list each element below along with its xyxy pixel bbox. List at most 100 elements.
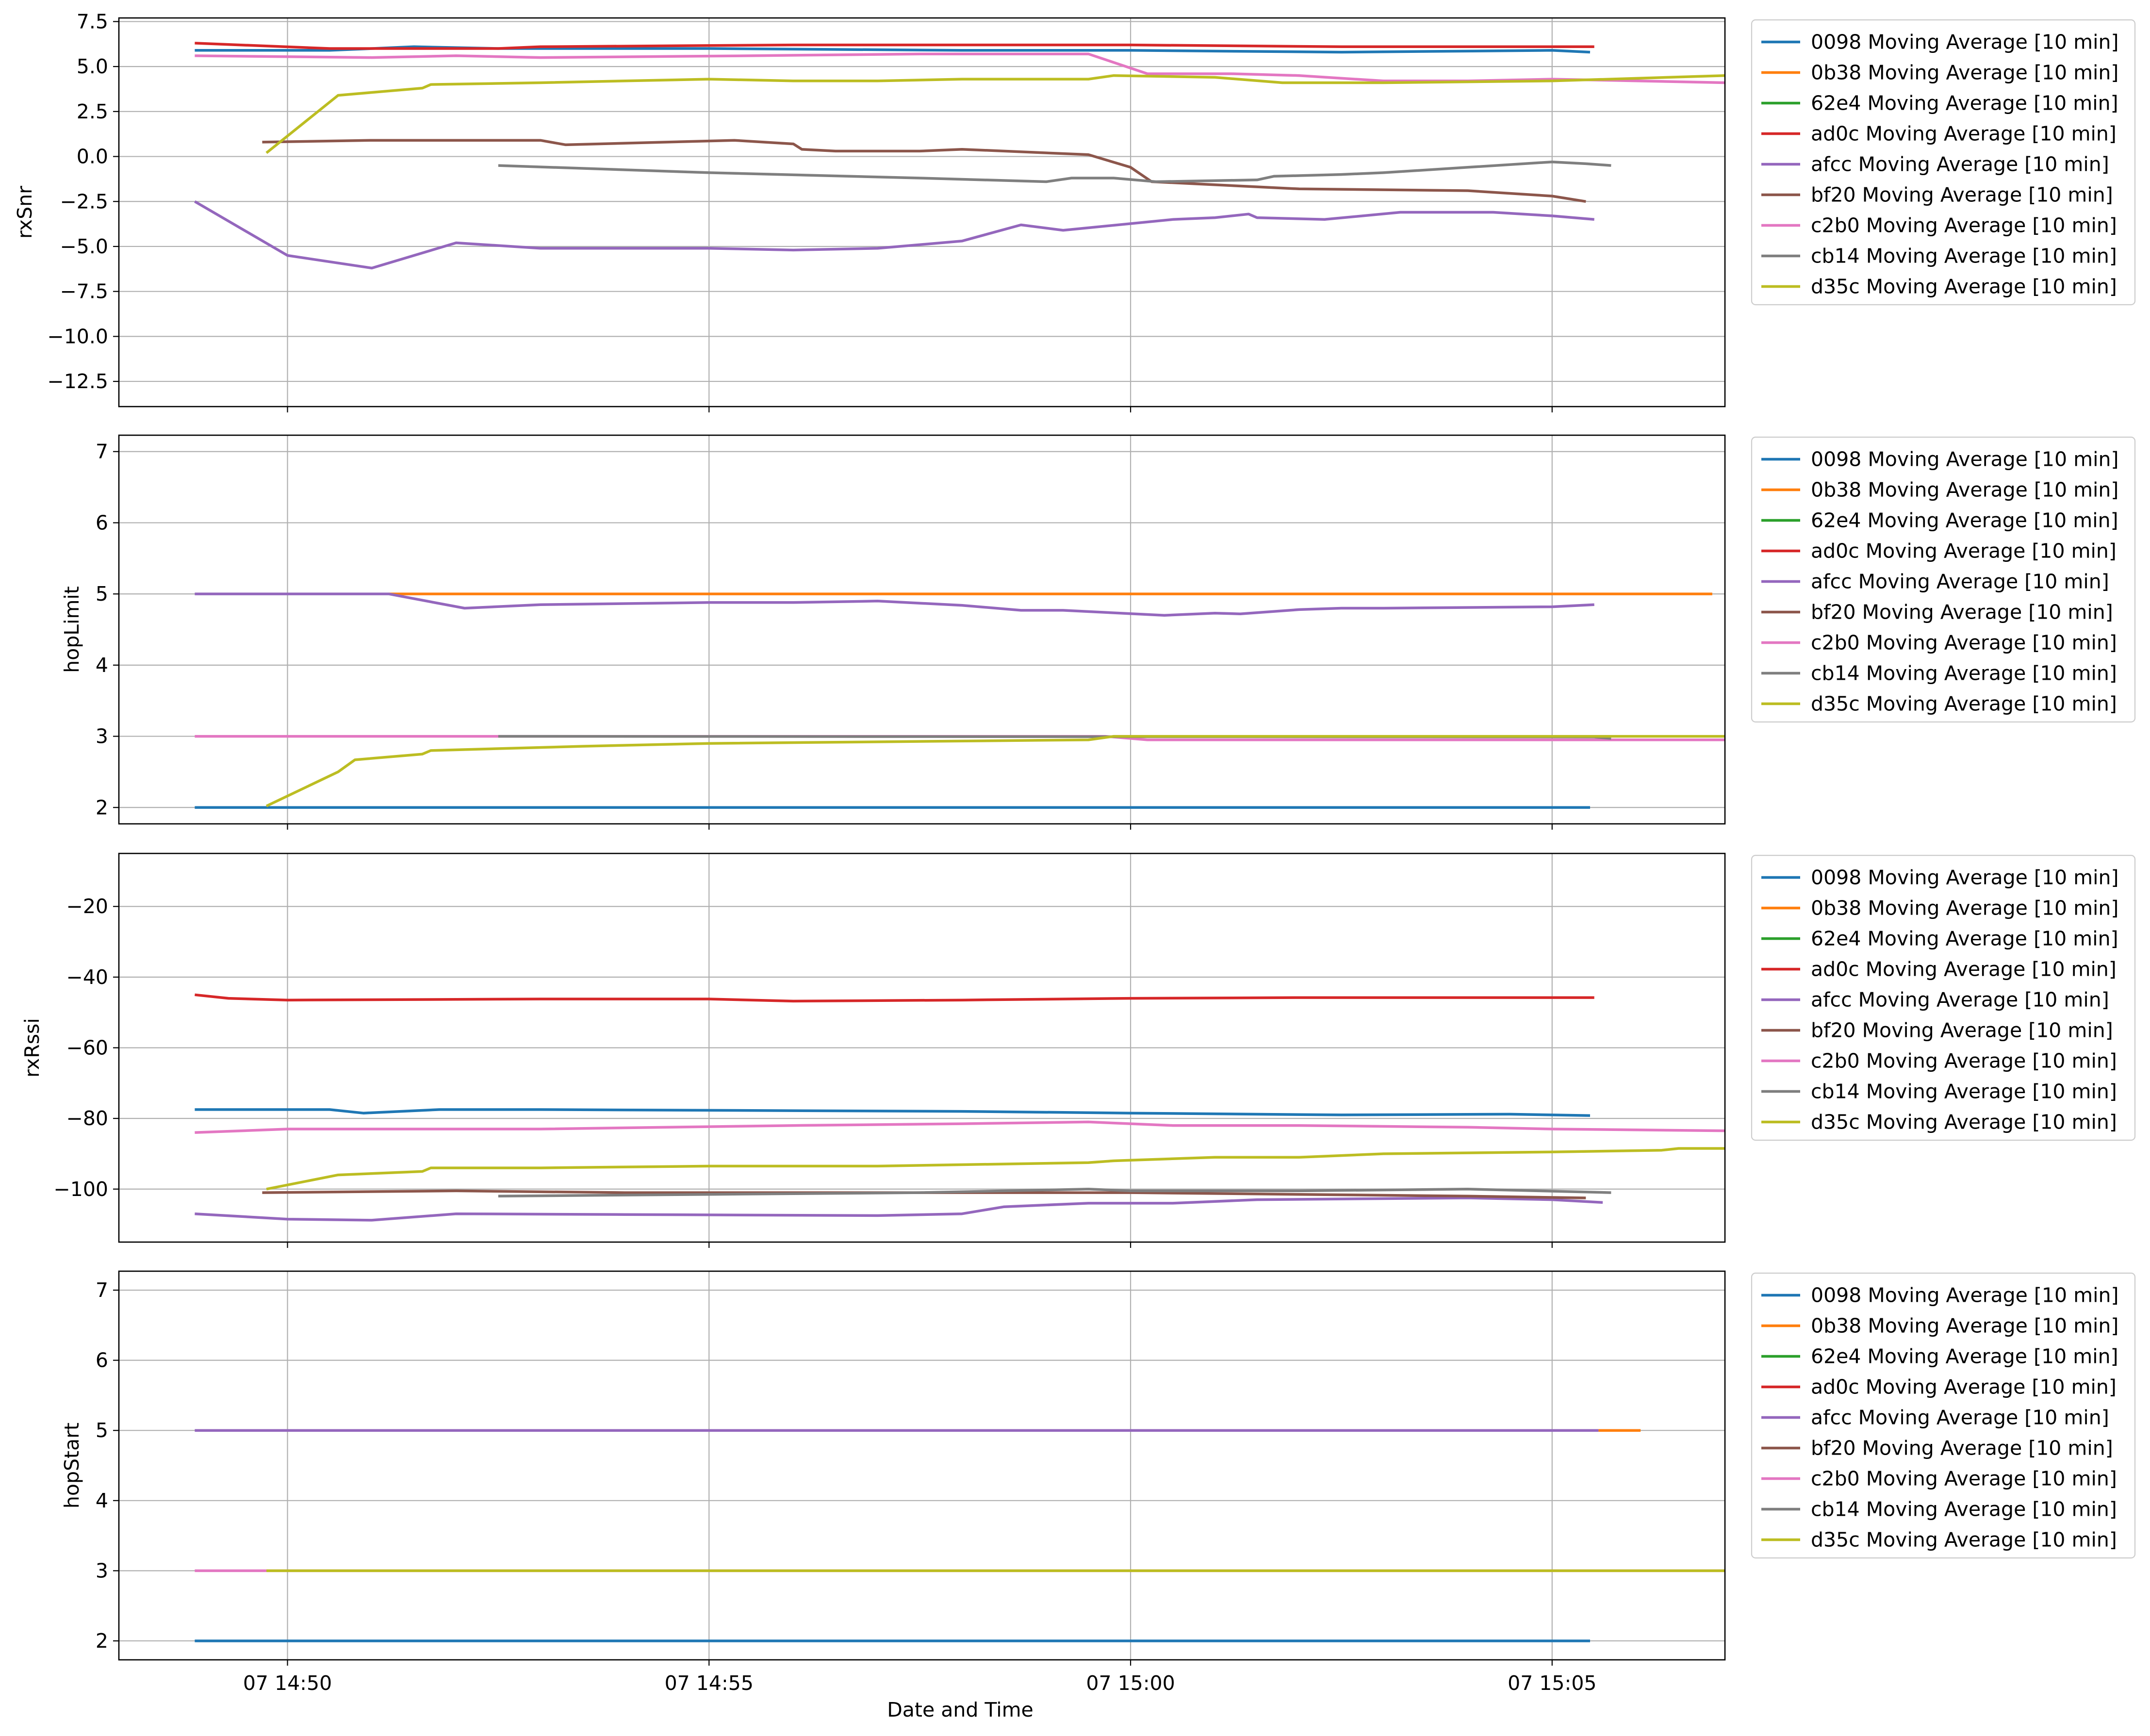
panels-layer: 7.5 5.0 2.5 0.0 −2.5 −5.0 −7.5 −10.0 −12.5 rxSnr 0…: [13, 10, 2136, 1695]
y-tick-label: 0.0: [77, 145, 108, 168]
legend-label: d35c Moving Average [10 min]: [1811, 275, 2117, 298]
y-tick-label: −12.5: [47, 370, 108, 393]
series-line-bf20: [262, 139, 1586, 203]
legend-label: afcc Moving Average [10 min]: [1811, 988, 2109, 1012]
series-line-cb14: [498, 160, 1611, 183]
series-line-d35c: [266, 1147, 1725, 1191]
legend-label: ad0c Moving Average [10 min]: [1811, 122, 2117, 146]
y-axis-label: hopStart: [60, 1423, 83, 1508]
axes-frame: [118, 17, 1726, 408]
y-tick-label: 2: [96, 1629, 108, 1653]
panel-rxRssi: −20 −40 −60 −80 −100 rxRssi 0098 Moving Averag…: [20, 852, 2136, 1248]
series-line-cb14: [498, 1188, 1611, 1198]
y-tick-label: 5: [96, 1419, 108, 1442]
legend-label: afcc Moving Average [10 min]: [1811, 570, 2109, 593]
legend-label: cb14 Moving Average [10 min]: [1811, 1498, 2117, 1521]
series-line-afcc: [195, 592, 1594, 617]
legend-label: 0098 Moving Average [10 min]: [1811, 1284, 2118, 1307]
legend-label: bf20 Moving Average [10 min]: [1811, 1437, 2113, 1460]
series-layer: [195, 993, 1725, 1222]
y-tick-label: 5: [96, 582, 108, 606]
series-line-afcc: [195, 1196, 1603, 1222]
series-line-d35c: [265, 735, 1725, 807]
legend-label: 62e4 Moving Average [10 min]: [1811, 92, 2118, 115]
y-tick-label: −7.5: [60, 280, 108, 303]
series-line-0098: [195, 1108, 1591, 1117]
panel-hopStart: 07 14:50 07 14:55 07 15:00 07 15:05 7 6 5 4 3 2 ho…: [60, 1270, 2136, 1695]
legend-box: [1751, 1272, 2136, 1559]
axes-frame: [118, 852, 1726, 1243]
legend-label: c2b0 Moving Average [10 min]: [1811, 1049, 2117, 1073]
legend-label: cb14 Moving Average [10 min]: [1811, 245, 2117, 268]
legend-label: 0b38 Moving Average [10 min]: [1811, 61, 2118, 84]
y-tick-label: 5.0: [77, 55, 108, 78]
y-tick-label: 4: [96, 1489, 108, 1512]
legend-box: [1751, 19, 2136, 306]
legend-label: d35c Moving Average [10 min]: [1811, 1528, 2117, 1552]
y-tick-label: 2: [96, 796, 108, 819]
y-tick-label: −2.5: [60, 190, 108, 213]
y-axis-label: hopLimit: [60, 586, 83, 673]
series-line-afcc: [194, 200, 1594, 270]
series-line-d35c: [265, 74, 1725, 154]
legend-label: afcc Moving Average [10 min]: [1811, 153, 2109, 176]
x-tick-label: 07 14:50: [243, 1671, 332, 1695]
series-layer: [195, 1429, 1725, 1642]
legend-label: 0098 Moving Average [10 min]: [1811, 866, 2118, 889]
y-tick-label: 6: [96, 1349, 108, 1372]
y-tick-label: 6: [96, 511, 108, 534]
legend-label: afcc Moving Average [10 min]: [1811, 1406, 2109, 1429]
y-tick-label: −10.0: [47, 325, 108, 348]
series-line-ad0c: [195, 993, 1594, 1003]
legend: 0098 Moving Average [10 min] 0b38 Moving …: [1751, 1272, 2136, 1559]
x-axis-label: Date and Time: [887, 1698, 1034, 1721]
legend-label: 0b38 Moving Average [10 min]: [1811, 897, 2118, 920]
legend-label: 62e4 Moving Average [10 min]: [1811, 509, 2118, 532]
legend-label: 62e4 Moving Average [10 min]: [1811, 927, 2118, 950]
y-tick-label: −60: [66, 1036, 108, 1060]
x-tick-label: 07 15:00: [1086, 1671, 1175, 1695]
legend-label: 0098 Moving Average [10 min]: [1811, 31, 2118, 54]
legend-label: cb14 Moving Average [10 min]: [1811, 1080, 2117, 1103]
y-axis-label: rxSnr: [13, 186, 36, 239]
y-tick-label: 4: [96, 654, 108, 677]
x-tick-label: 07 15:05: [1508, 1671, 1596, 1695]
y-tick-label: −100: [53, 1178, 108, 1201]
legend: 0098 Moving Average [10 min] 0b38 Moving …: [1751, 19, 2136, 306]
legend-box: [1751, 854, 2136, 1141]
y-tick-label: 7: [96, 1278, 108, 1302]
legend-box: [1751, 436, 2136, 723]
legend-label: bf20 Moving Average [10 min]: [1811, 183, 2113, 207]
legend-label: d35c Moving Average [10 min]: [1811, 692, 2117, 716]
y-tick-label: 7.5: [77, 10, 108, 33]
legend: 0098 Moving Average [10 min] 0b38 Moving …: [1751, 854, 2136, 1141]
y-tick-label: 3: [96, 1559, 108, 1582]
y-tick-label: −40: [66, 966, 108, 989]
legend-label: ad0c Moving Average [10 min]: [1811, 540, 2117, 563]
panel-rxSnr: 7.5 5.0 2.5 0.0 −2.5 −5.0 −7.5 −10.0 −12.5 rxSnr 0…: [13, 10, 2136, 412]
legend-label: 0098 Moving Average [10 min]: [1811, 448, 2118, 471]
legend: 0098 Moving Average [10 min] 0b38 Moving …: [1751, 436, 2136, 723]
legend-label: bf20 Moving Average [10 min]: [1811, 601, 2113, 624]
legend-label: 0b38 Moving Average [10 min]: [1811, 478, 2118, 502]
series-layer: [194, 42, 1725, 270]
legend-label: ad0c Moving Average [10 min]: [1811, 958, 2117, 981]
y-tick-label: −5.0: [60, 235, 108, 258]
y-tick-label: −80: [66, 1107, 108, 1130]
y-tick-label: 7: [96, 440, 108, 463]
legend-label: bf20 Moving Average [10 min]: [1811, 1019, 2113, 1042]
legend-label: 62e4 Moving Average [10 min]: [1811, 1345, 2118, 1368]
legend-label: d35c Moving Average [10 min]: [1811, 1111, 2117, 1134]
x-tick-label: 07 14:55: [665, 1671, 754, 1695]
y-tick-label: 3: [96, 725, 108, 748]
axes-frame: [118, 434, 1726, 825]
y-tick-label: −20: [66, 895, 108, 918]
series-line-ad0c: [195, 42, 1594, 50]
legend-label: ad0c Moving Average [10 min]: [1811, 1376, 2117, 1399]
legend-label: c2b0 Moving Average [10 min]: [1811, 1467, 2117, 1490]
axes-frame: [118, 1270, 1726, 1661]
y-axis-label: rxRssi: [20, 1018, 44, 1078]
legend-label: cb14 Moving Average [10 min]: [1811, 662, 2117, 685]
legend-label: c2b0 Moving Average [10 min]: [1811, 631, 2117, 655]
